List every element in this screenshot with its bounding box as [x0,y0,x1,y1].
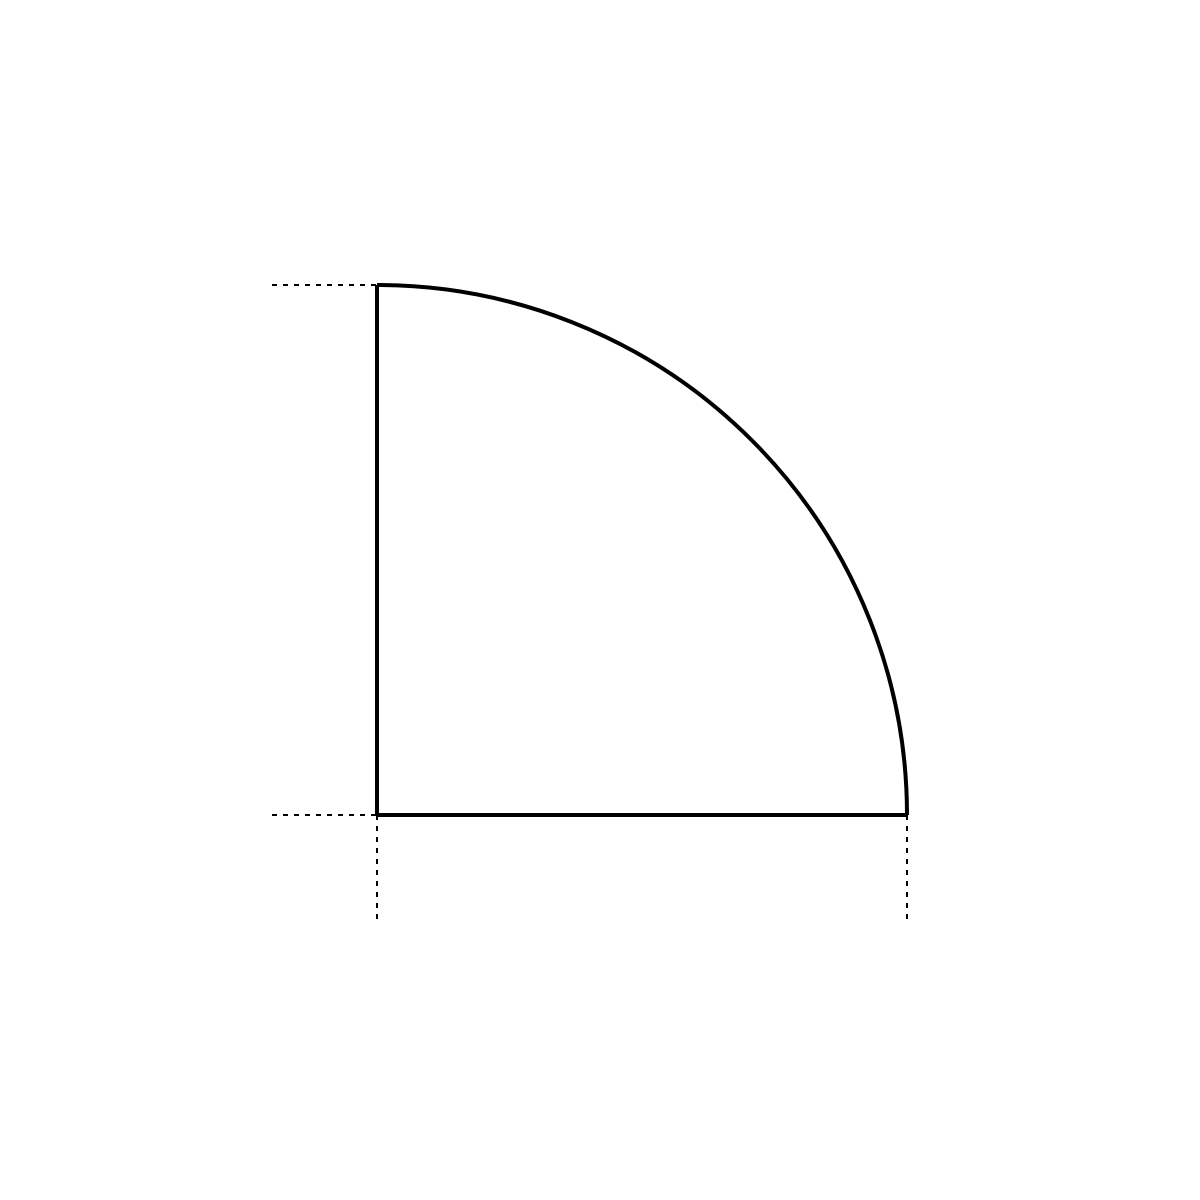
diagram-canvas [0,0,1200,1200]
quarter-circle-diagram [0,0,1200,1200]
diagram-background [0,0,1200,1200]
